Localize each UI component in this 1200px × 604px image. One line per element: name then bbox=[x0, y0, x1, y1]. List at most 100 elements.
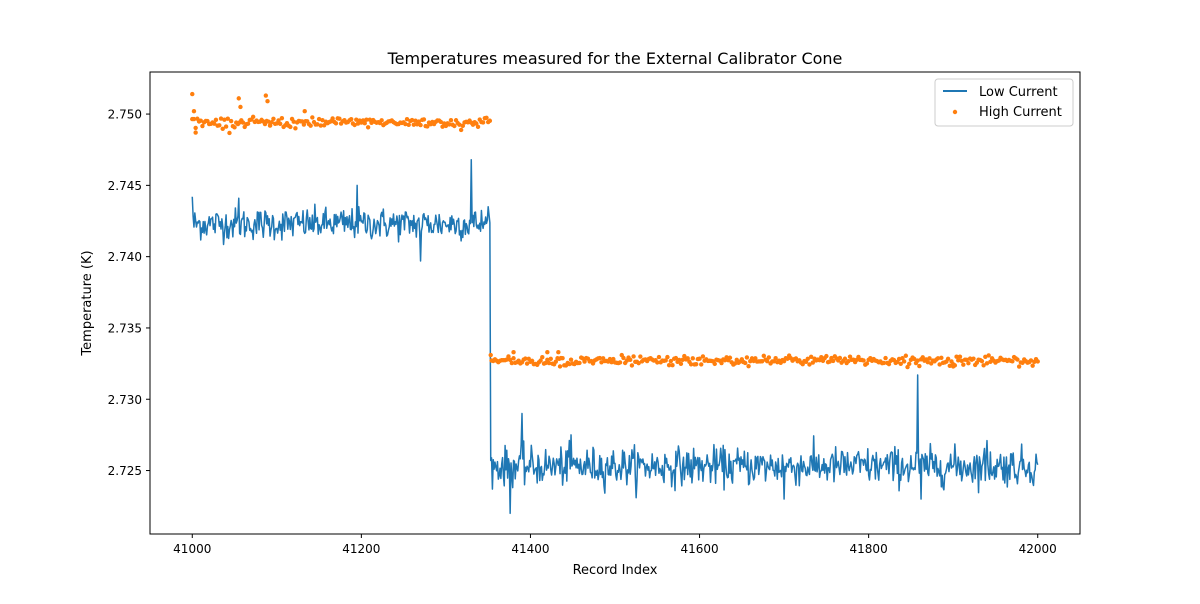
high-current-point bbox=[524, 361, 530, 366]
high-current-point bbox=[577, 360, 582, 366]
high-current-point bbox=[699, 362, 704, 367]
high-current-point bbox=[218, 116, 224, 121]
high-current-point bbox=[947, 363, 952, 369]
high-current-point bbox=[330, 116, 335, 121]
high-current-point bbox=[278, 121, 283, 126]
high-current-point bbox=[223, 124, 229, 129]
legend: Low Current High Current bbox=[934, 78, 1074, 127]
high-current-point bbox=[912, 356, 917, 362]
high-current-point bbox=[293, 126, 298, 131]
high-current-point bbox=[988, 359, 993, 364]
high-current-point bbox=[458, 127, 464, 133]
high-current-point bbox=[883, 355, 888, 361]
high-current-point bbox=[629, 363, 635, 368]
y-tick-label: 2.740 bbox=[108, 250, 142, 264]
high-current-point bbox=[316, 116, 322, 122]
high-current-point bbox=[1020, 360, 1025, 366]
high-current-point bbox=[621, 355, 626, 361]
high-current-point bbox=[678, 361, 684, 367]
high-current-point bbox=[557, 364, 563, 369]
high-current-point bbox=[529, 358, 535, 364]
high-current-point bbox=[665, 354, 670, 360]
high-current-point bbox=[881, 360, 887, 366]
high-current-point bbox=[979, 358, 985, 364]
high-current-point bbox=[986, 353, 991, 358]
high-current-point bbox=[617, 360, 623, 365]
high-current-point bbox=[548, 356, 553, 362]
high-current-point bbox=[320, 117, 325, 123]
high-current-point bbox=[920, 355, 925, 360]
high-current-point bbox=[265, 99, 270, 104]
high-current-point bbox=[656, 354, 662, 360]
high-current-point bbox=[983, 354, 988, 359]
high-current-point bbox=[886, 361, 892, 367]
high-current-point bbox=[927, 356, 932, 361]
high-current-point bbox=[861, 358, 866, 363]
high-current-point bbox=[546, 360, 552, 366]
high-current-point bbox=[406, 122, 411, 128]
high-current-point bbox=[582, 359, 587, 364]
high-current-point bbox=[655, 360, 660, 365]
chart-title: Temperatures measured for the External C… bbox=[387, 49, 843, 68]
high-current-point bbox=[447, 122, 452, 127]
high-current-point bbox=[413, 118, 418, 123]
high-current-point bbox=[200, 123, 205, 129]
low-current-series-line bbox=[191, 158, 1039, 515]
high-current-point bbox=[418, 122, 423, 128]
high-current-point bbox=[981, 363, 986, 368]
high-current-point bbox=[961, 362, 966, 367]
high-current-point bbox=[352, 122, 357, 128]
x-tick-label: 41400 bbox=[511, 542, 549, 556]
high-current-point bbox=[288, 124, 293, 130]
high-current-point bbox=[631, 354, 636, 359]
high-current-point bbox=[198, 118, 203, 123]
high-current-point bbox=[819, 355, 824, 360]
high-current-point bbox=[611, 356, 616, 362]
high-current-point bbox=[712, 361, 717, 367]
high-current-point bbox=[732, 361, 738, 366]
high-current-point bbox=[673, 355, 679, 361]
high-current-point bbox=[864, 361, 870, 366]
high-current-point bbox=[337, 116, 342, 121]
high-current-point bbox=[939, 355, 944, 361]
high-current-point bbox=[190, 91, 195, 97]
high-current-point bbox=[700, 354, 706, 359]
high-current-point bbox=[727, 355, 733, 360]
high-current-point bbox=[567, 361, 572, 367]
high-current-point bbox=[744, 355, 750, 360]
high-current-point bbox=[1028, 358, 1034, 363]
high-current-point bbox=[842, 356, 848, 361]
x-tick-label: 42000 bbox=[1019, 542, 1057, 556]
x-axis: 41000 41200 41400 41600 41800 42000 bbox=[173, 534, 1057, 556]
high-current-point bbox=[474, 121, 479, 126]
high-current-point bbox=[452, 123, 457, 129]
high-current-series bbox=[190, 91, 1040, 370]
high-current-point bbox=[379, 118, 384, 123]
high-current-point bbox=[540, 355, 545, 360]
high-current-point bbox=[935, 356, 941, 361]
high-current-point bbox=[670, 363, 675, 368]
high-current-point bbox=[250, 114, 256, 120]
high-current-point bbox=[971, 356, 976, 361]
high-current-point bbox=[457, 122, 462, 127]
high-current-point bbox=[693, 362, 699, 367]
high-current-point bbox=[263, 93, 269, 98]
legend-high-current-label: High Current bbox=[979, 105, 1062, 120]
high-current-point bbox=[354, 117, 359, 122]
high-current-point bbox=[487, 118, 493, 123]
high-current-point bbox=[240, 120, 246, 125]
high-current-point bbox=[228, 118, 234, 124]
high-current-point bbox=[310, 115, 315, 120]
high-current-point bbox=[404, 116, 410, 122]
high-current-point bbox=[488, 352, 493, 358]
x-tick-label: 41000 bbox=[173, 542, 211, 556]
high-current-point bbox=[364, 117, 369, 122]
x-tick-label: 41800 bbox=[850, 542, 888, 556]
high-current-point bbox=[1035, 359, 1040, 364]
high-current-point bbox=[191, 109, 197, 114]
high-current-point bbox=[318, 123, 323, 128]
high-current-point bbox=[950, 364, 956, 369]
high-current-point bbox=[509, 360, 515, 366]
